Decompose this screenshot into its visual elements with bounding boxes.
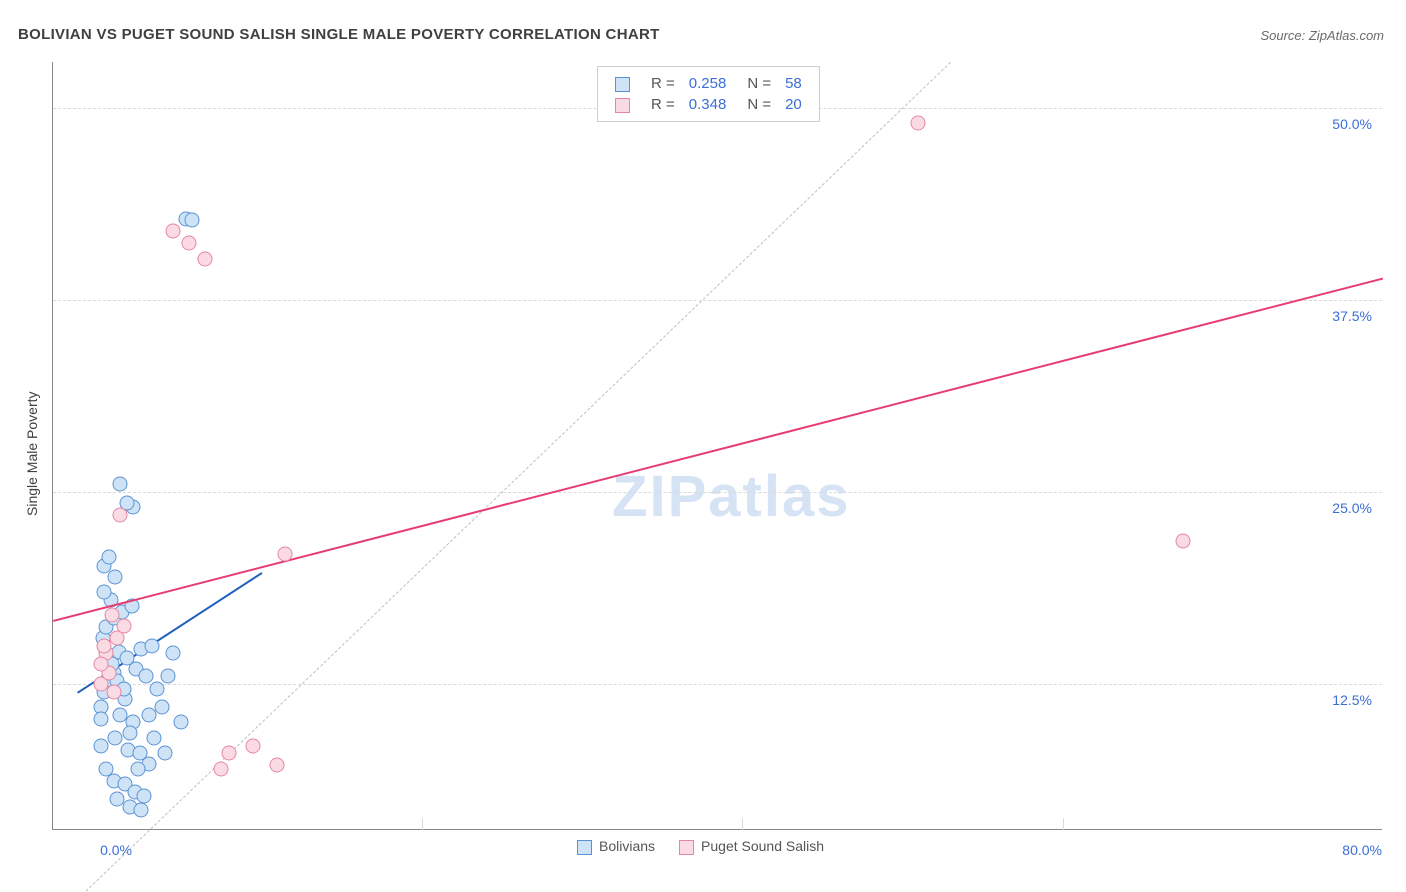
gridline-vertical bbox=[742, 818, 743, 830]
source-attribution: Source: ZipAtlas.com bbox=[1260, 28, 1384, 43]
watermark: ZIPatlas bbox=[612, 463, 850, 530]
data-point bbox=[166, 646, 181, 661]
data-point bbox=[134, 803, 149, 818]
data-point bbox=[94, 712, 109, 727]
data-point bbox=[130, 761, 145, 776]
data-point bbox=[150, 681, 165, 696]
data-point bbox=[185, 213, 200, 228]
stat-r-value: 0.258 bbox=[682, 73, 734, 94]
stat-row: R =0.258N =58 bbox=[608, 73, 809, 94]
data-point bbox=[102, 549, 117, 564]
data-point bbox=[154, 700, 169, 715]
stat-swatch bbox=[615, 98, 630, 113]
stat-r-label: R = bbox=[644, 94, 682, 115]
correlation-stats-box: R =0.258N =58R =0.348N =20 bbox=[597, 66, 820, 122]
y-axis-label: Single Male Poverty bbox=[24, 391, 40, 516]
data-point bbox=[278, 546, 293, 561]
chart-title: BOLIVIAN VS PUGET SOUND SALISH SINGLE MA… bbox=[18, 26, 660, 43]
data-point bbox=[174, 715, 189, 730]
data-point bbox=[911, 116, 926, 131]
stat-n-label: N = bbox=[733, 73, 778, 94]
stat-r-value: 0.348 bbox=[682, 94, 734, 115]
data-point bbox=[113, 508, 128, 523]
data-point bbox=[138, 669, 153, 684]
chart-container: { "title": "BOLIVIAN VS PUGET SOUND SALI… bbox=[0, 0, 1406, 892]
legend-swatch bbox=[577, 840, 592, 855]
data-point bbox=[137, 789, 152, 804]
stat-row: R =0.348N =20 bbox=[608, 94, 809, 115]
data-point bbox=[113, 477, 128, 492]
data-point bbox=[116, 618, 131, 633]
data-point bbox=[105, 607, 120, 622]
data-point bbox=[108, 569, 123, 584]
data-point bbox=[142, 707, 157, 722]
data-point bbox=[222, 746, 237, 761]
series-legend: Bolivians Puget Sound Salish bbox=[577, 838, 824, 855]
y-tick-label: 50.0% bbox=[1332, 116, 1372, 132]
data-point bbox=[108, 730, 123, 745]
gridline-horizontal bbox=[53, 684, 1382, 685]
legend-label: Bolivians bbox=[599, 838, 655, 854]
data-point bbox=[122, 726, 137, 741]
data-point bbox=[146, 730, 161, 745]
x-tick-label: 0.0% bbox=[100, 842, 132, 858]
data-point bbox=[97, 584, 112, 599]
y-tick-label: 37.5% bbox=[1332, 308, 1372, 324]
data-point bbox=[158, 746, 173, 761]
legend-item: Puget Sound Salish bbox=[679, 838, 824, 855]
data-point bbox=[145, 638, 160, 653]
gridline-horizontal bbox=[53, 492, 1382, 493]
y-tick-label: 12.5% bbox=[1332, 692, 1372, 708]
data-point bbox=[214, 761, 229, 776]
data-point bbox=[246, 738, 261, 753]
data-point bbox=[94, 657, 109, 672]
data-point bbox=[198, 251, 213, 266]
legend-label: Puget Sound Salish bbox=[701, 838, 824, 854]
identity-line bbox=[53, 62, 951, 892]
data-point bbox=[270, 758, 285, 773]
data-point bbox=[97, 638, 112, 653]
data-point bbox=[161, 669, 176, 684]
trend-line bbox=[53, 277, 1383, 621]
gridline-horizontal bbox=[53, 300, 1382, 301]
x-tick-label: 80.0% bbox=[1342, 842, 1382, 858]
legend-item: Bolivians bbox=[577, 838, 655, 855]
data-point bbox=[166, 223, 181, 238]
stat-n-value: 20 bbox=[778, 94, 809, 115]
data-point bbox=[182, 236, 197, 251]
stat-n-label: N = bbox=[733, 94, 778, 115]
data-point bbox=[106, 684, 121, 699]
stat-r-label: R = bbox=[644, 73, 682, 94]
legend-swatch bbox=[679, 840, 694, 855]
y-tick-label: 25.0% bbox=[1332, 500, 1372, 516]
data-point bbox=[1175, 534, 1190, 549]
data-point bbox=[94, 738, 109, 753]
gridline-vertical bbox=[422, 818, 423, 830]
stat-n-value: 58 bbox=[778, 73, 809, 94]
plot-area: ZIPatlas 12.5% 25.0% 37.5% 50.0% bbox=[52, 62, 1382, 830]
stat-swatch bbox=[615, 77, 630, 92]
gridline-vertical bbox=[1063, 818, 1064, 830]
